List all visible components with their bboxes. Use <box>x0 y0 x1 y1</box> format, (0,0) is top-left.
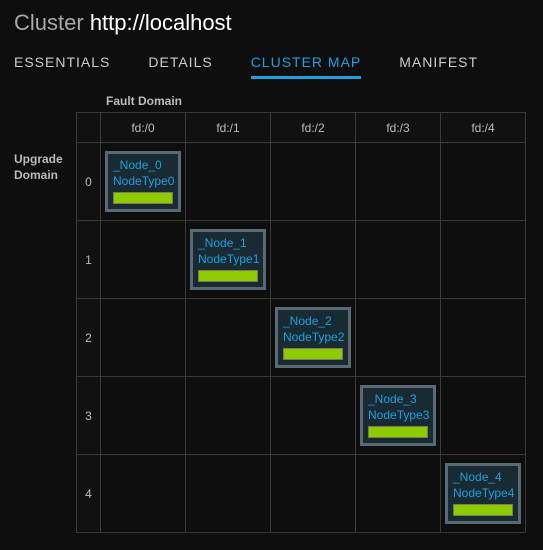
grid-cell: _Node_0NodeType0 <box>101 143 186 221</box>
fault-domain-header: fd:/0 <box>101 113 186 143</box>
tab-cluster-map[interactable]: CLUSTER MAP <box>251 54 362 79</box>
health-bar <box>198 270 258 282</box>
node-tile[interactable]: _Node_1NodeType1 <box>190 229 266 290</box>
grid-cell <box>356 455 441 533</box>
cluster-map: UpgradeDomain Fault Domain fd:/0fd:/1fd:… <box>14 94 529 533</box>
node-name-link[interactable]: _Node_4 <box>451 469 515 485</box>
grid-cell <box>441 143 526 221</box>
grid-cell <box>186 377 271 455</box>
node-tile[interactable]: _Node_3NodeType3 <box>360 385 436 446</box>
node-type-label: NodeType3 <box>366 407 430 423</box>
tab-essentials[interactable]: ESSENTIALS <box>14 54 110 79</box>
grid-cell <box>186 143 271 221</box>
tab-bar: ESSENTIALS DETAILS CLUSTER MAP MANIFEST <box>14 54 529 80</box>
grid-cell <box>271 377 356 455</box>
upgrade-domain-header: 0 <box>77 143 101 221</box>
node-name-link[interactable]: _Node_2 <box>281 313 345 329</box>
grid-cell <box>271 455 356 533</box>
grid-cell <box>441 221 526 299</box>
node-type-label: NodeType0 <box>111 173 175 189</box>
grid-cell: _Node_3NodeType3 <box>356 377 441 455</box>
upgrade-domain-header: 1 <box>77 221 101 299</box>
grid-cell <box>441 377 526 455</box>
upgrade-domain-axis-label: UpgradeDomain <box>14 94 76 183</box>
node-type-label: NodeType4 <box>451 485 515 501</box>
upgrade-domain-header: 4 <box>77 455 101 533</box>
node-type-label: NodeType1 <box>196 251 260 267</box>
node-name-link[interactable]: _Node_1 <box>196 235 260 251</box>
grid-corner <box>77 113 101 143</box>
grid-cell <box>356 221 441 299</box>
health-bar <box>113 192 173 204</box>
health-bar <box>283 348 343 360</box>
cluster-url: http://localhost <box>90 10 232 35</box>
node-name-link[interactable]: _Node_3 <box>366 391 430 407</box>
grid-cell <box>186 299 271 377</box>
fault-domain-header: fd:/4 <box>441 113 526 143</box>
health-bar <box>453 504 513 516</box>
cluster-grid: fd:/0fd:/1fd:/2fd:/3fd:/40_Node_0NodeTyp… <box>76 112 526 533</box>
fault-domain-header: fd:/3 <box>356 113 441 143</box>
fault-domain-axis-label: Fault Domain <box>76 94 529 108</box>
node-tile[interactable]: _Node_0NodeType0 <box>105 151 181 212</box>
node-tile[interactable]: _Node_4NodeType4 <box>445 463 521 524</box>
node-type-label: NodeType2 <box>281 329 345 345</box>
node-tile[interactable]: _Node_2NodeType2 <box>275 307 351 368</box>
grid-cell <box>101 299 186 377</box>
tab-manifest[interactable]: MANIFEST <box>399 54 478 79</box>
grid-cell <box>441 299 526 377</box>
title-label: Cluster <box>14 10 84 35</box>
grid-cell <box>271 143 356 221</box>
node-name-link[interactable]: _Node_0 <box>111 157 175 173</box>
health-bar <box>368 426 428 438</box>
grid-cell <box>101 377 186 455</box>
grid-cell: _Node_2NodeType2 <box>271 299 356 377</box>
fault-domain-header: fd:/1 <box>186 113 271 143</box>
grid-cell <box>356 143 441 221</box>
upgrade-domain-header: 2 <box>77 299 101 377</box>
grid-cell <box>101 221 186 299</box>
grid-cell: _Node_4NodeType4 <box>441 455 526 533</box>
page-title: Cluster http://localhost <box>14 10 529 36</box>
grid-cell <box>101 455 186 533</box>
grid-cell: _Node_1NodeType1 <box>186 221 271 299</box>
tab-details[interactable]: DETAILS <box>148 54 212 79</box>
grid-cell <box>356 299 441 377</box>
grid-cell <box>271 221 356 299</box>
grid-cell <box>186 455 271 533</box>
fault-domain-header: fd:/2 <box>271 113 356 143</box>
upgrade-domain-header: 3 <box>77 377 101 455</box>
